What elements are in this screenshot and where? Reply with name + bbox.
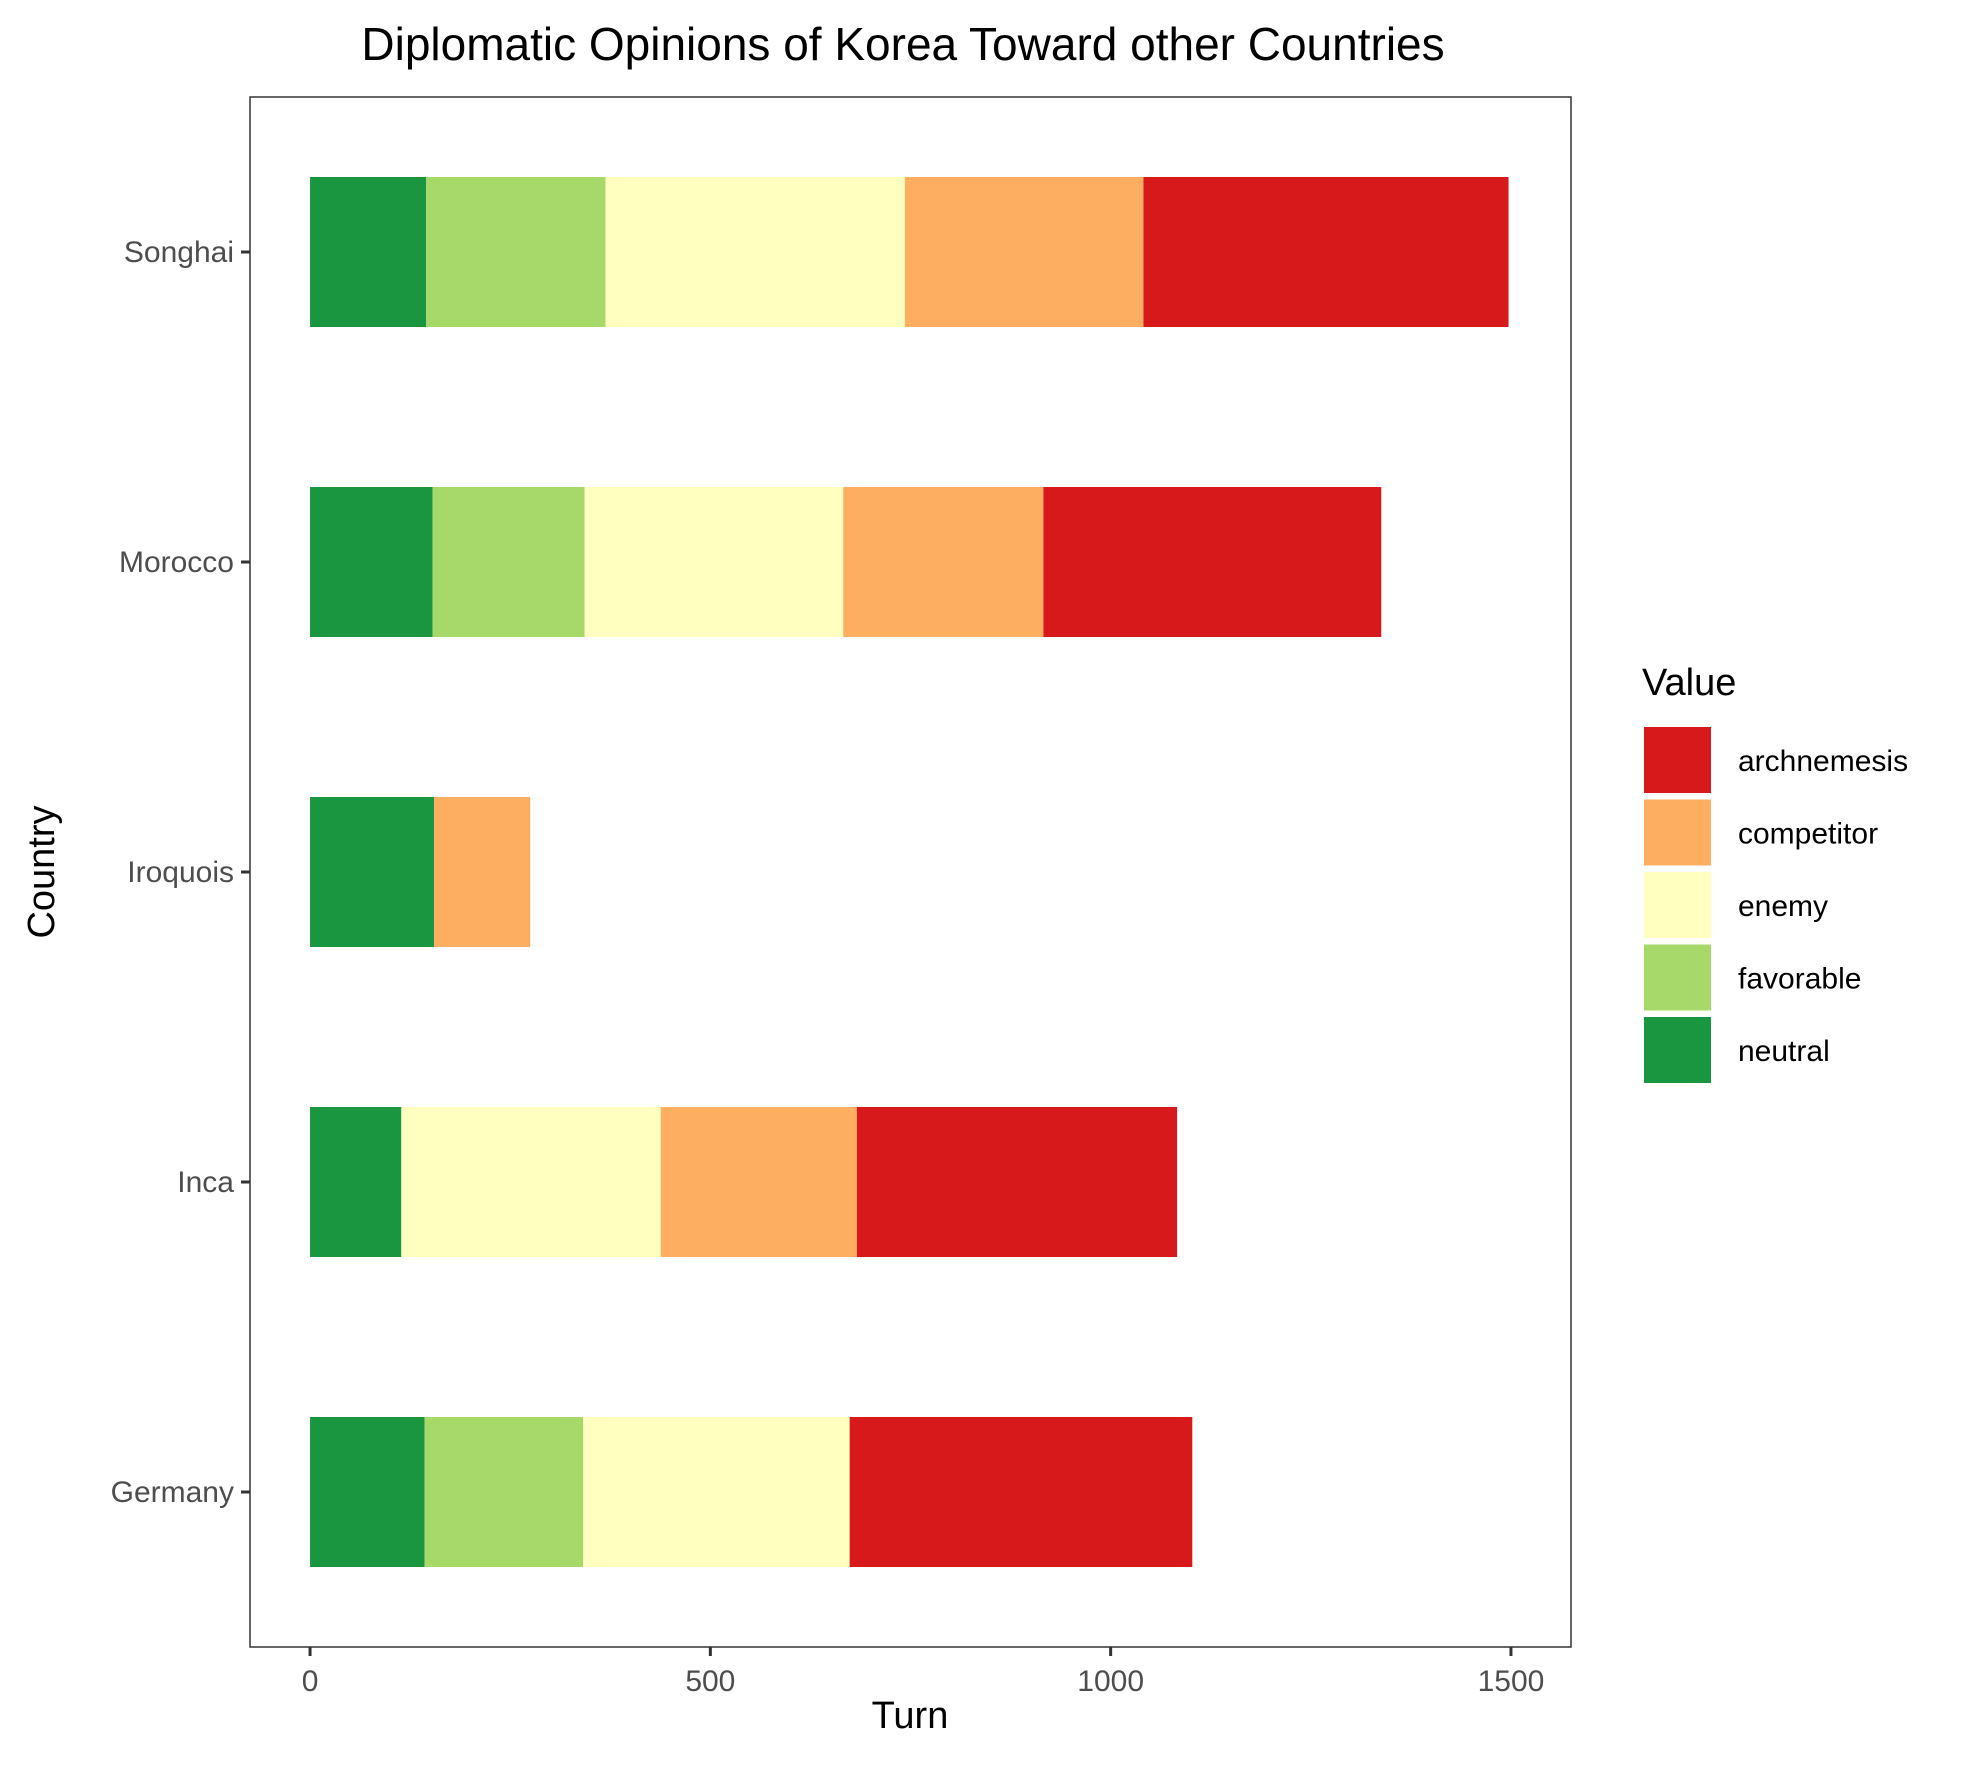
- bar-morocco-competitor: [843, 487, 1044, 637]
- legend-items: archnemesis competitor enemy favorable neutr…: [1644, 727, 1908, 1083]
- bar-iroquois-neutral: [310, 797, 435, 947]
- bar-inca-enemy: [401, 1107, 661, 1257]
- bar-morocco-favorable: [432, 487, 585, 637]
- legend-swatch-neutral: [1644, 1017, 1711, 1083]
- y-tick-label-inca: Inca: [177, 1166, 234, 1199]
- bar-morocco-archnemesis: [1043, 487, 1382, 637]
- legend-swatch-competitor: [1644, 799, 1711, 866]
- bar-inca-archnemesis: [856, 1107, 1178, 1257]
- bar-inca-competitor: [660, 1107, 857, 1257]
- x-tick-label-500: 500: [685, 1665, 735, 1698]
- x-tick-label-1000: 1000: [1077, 1665, 1144, 1698]
- bar-morocco-neutral: [310, 487, 433, 637]
- x-axis-title: Turn: [872, 1695, 949, 1737]
- legend-label-favorable: favorable: [1738, 963, 1861, 996]
- bar-songhai-favorable: [426, 177, 606, 327]
- legend-title: Value: [1642, 662, 1736, 704]
- legend-swatch-enemy: [1644, 872, 1711, 938]
- bar-germany-enemy: [583, 1417, 850, 1567]
- legend-label-neutral: neutral: [1738, 1035, 1830, 1068]
- bar-inca-neutral: [310, 1107, 402, 1257]
- y-axis-title: Country: [21, 805, 63, 938]
- legend-label-archnemesis: archnemesis: [1738, 745, 1908, 778]
- y-tick-label-morocco: Morocco: [119, 546, 234, 579]
- y-tick-label-iroquois: Iroquois: [127, 856, 234, 889]
- bar-germany-favorable: [424, 1417, 584, 1567]
- bar-germany-archnemesis: [849, 1417, 1193, 1567]
- y-axis: Germany Inca Iroquois Morocco Songhai: [111, 236, 250, 1509]
- legend-label-enemy: enemy: [1738, 890, 1828, 923]
- y-tick-label-songhai: Songhai: [124, 236, 234, 269]
- x-tick-label-1500: 1500: [1478, 1665, 1545, 1698]
- bar-iroquois-competitor: [434, 797, 531, 947]
- bar-songhai-neutral: [310, 177, 427, 327]
- bars-layer: [310, 177, 1509, 1567]
- x-axis: 0 500 1000 1500: [302, 1647, 1545, 1698]
- bar-songhai-enemy: [605, 177, 905, 327]
- chart-title: Diplomatic Opinions of Korea Toward othe…: [361, 18, 1444, 70]
- bar-germany-neutral: [310, 1417, 425, 1567]
- x-tick-label-0: 0: [302, 1665, 319, 1698]
- legend: Value archnemesis competitor enemy favorabl…: [1642, 662, 1908, 1083]
- legend-swatch-archnemesis: [1644, 727, 1711, 793]
- y-tick-label-germany: Germany: [111, 1476, 234, 1509]
- bar-songhai-archnemesis: [1143, 177, 1509, 327]
- bar-songhai-competitor: [904, 177, 1144, 327]
- legend-label-competitor: competitor: [1738, 818, 1878, 851]
- legend-swatch-favorable: [1644, 944, 1711, 1011]
- bar-morocco-enemy: [584, 487, 844, 637]
